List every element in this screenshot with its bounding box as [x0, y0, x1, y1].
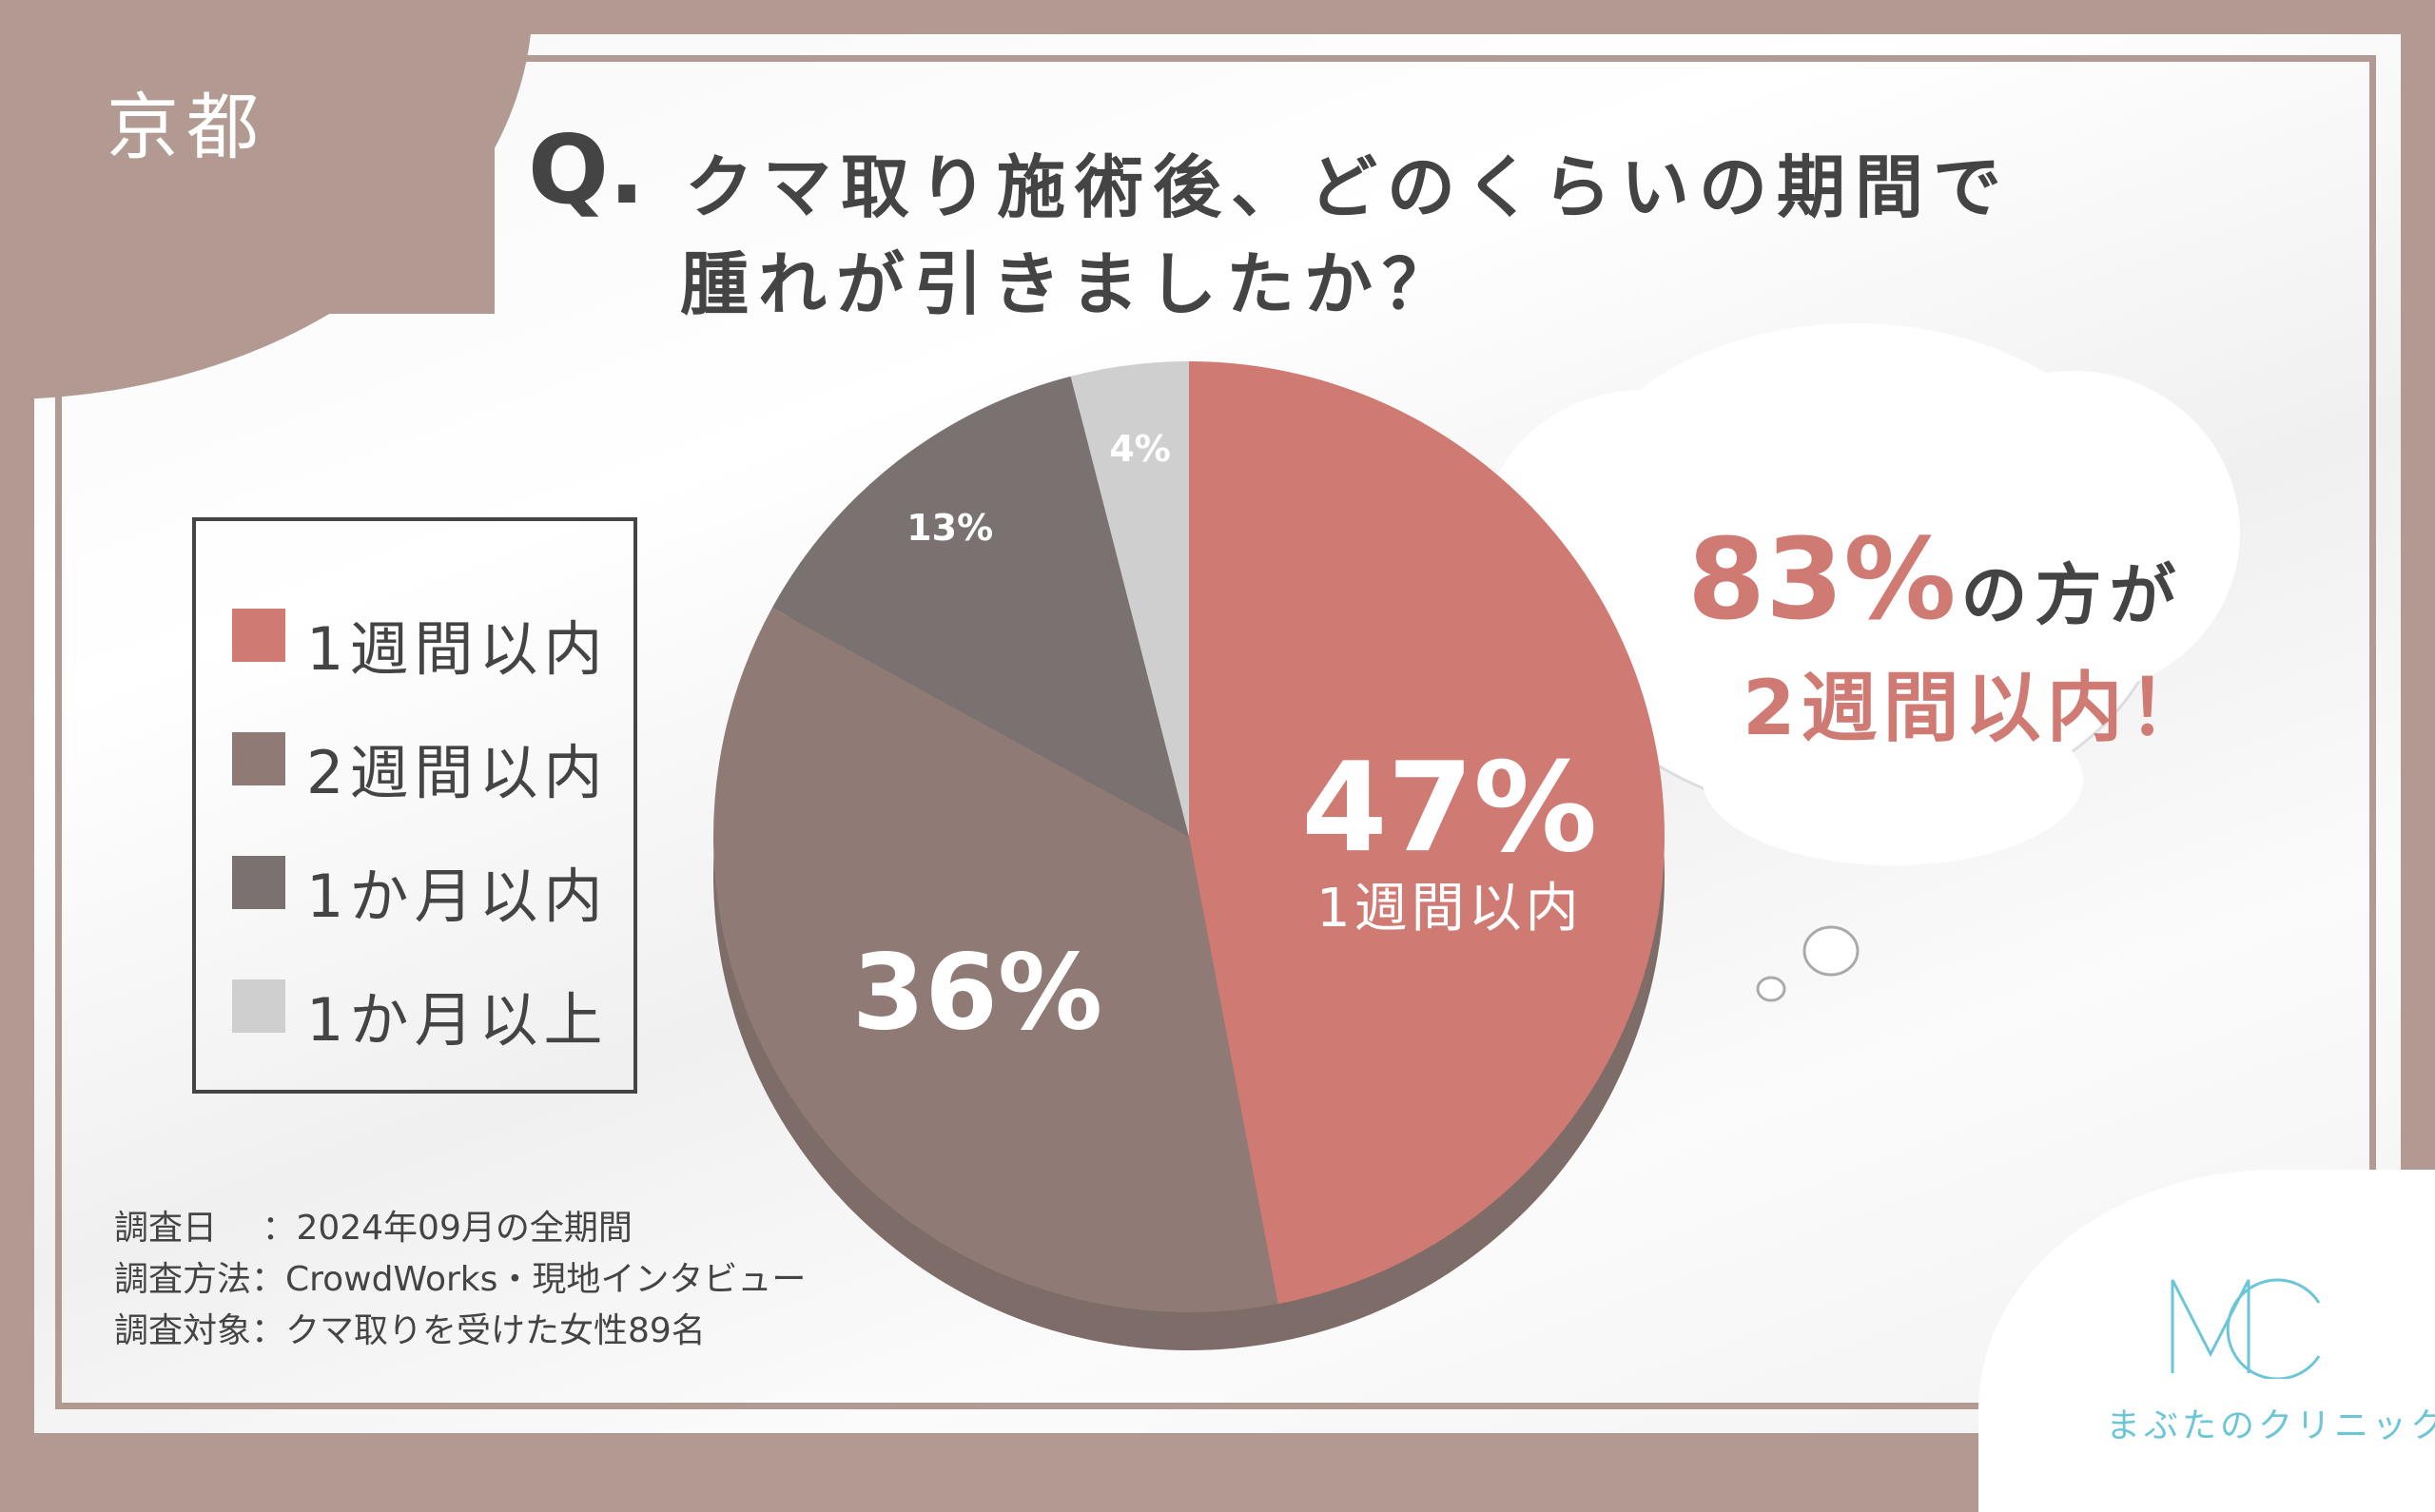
callout-text1: の方が [1960, 556, 2184, 634]
pie-data-label: 36% [852, 932, 1102, 1054]
legend-swatch [232, 979, 285, 1033]
pie-data-label: 4% [1109, 428, 1171, 470]
survey-date: 調査日 ：2024年09月の全期間 [114, 1209, 633, 1248]
pie-slice [1189, 361, 1666, 1305]
question-line-2: 腫れが引きましたか？ [680, 244, 1461, 324]
callout-value: 83% [1687, 514, 1957, 645]
pie-slice [1070, 361, 1189, 837]
pie-slice [771, 376, 1189, 837]
chart-legend: 1週間以内 2週間以内 1か月以内 1か月以上 [192, 517, 637, 1094]
pie-slices [713, 361, 1666, 1312]
callout-line-1: 83% の方が [1687, 514, 2184, 645]
legend-swatch [232, 856, 285, 909]
legend-swatch [232, 609, 285, 662]
pie-chart: 47%1週間以内 36% 13% 4% [713, 323, 2240, 1350]
survey-target: 調査対象：クマ取りを受けた女性89名 [114, 1311, 706, 1350]
city-label: 京都 [107, 85, 266, 169]
pie-data-label: 47% [1301, 735, 1597, 880]
legend-label: 1か月以内 [306, 862, 609, 931]
survey-method: 調査方法：CrowdWorks・現地インタビュー [114, 1260, 807, 1299]
question-mark-label: Q. [528, 114, 645, 225]
inner-frame [55, 55, 2376, 1409]
legend-label: 1週間以内 [306, 614, 609, 684]
legend-swatch [232, 732, 285, 785]
pie-data-label: 13% [906, 507, 993, 549]
pie-highlight-label: 1週間以内 [1316, 878, 1583, 940]
clinic-logo-mark [2171, 1278, 2321, 1379]
question-line-1: クマ取り施術後、どのくらいの期間で [685, 147, 2012, 227]
legend-label: 1か月以上 [306, 985, 609, 1055]
callout-line-2: 2週間以内！ [1743, 664, 2211, 752]
clinic-name: まぶたのクリニック [2106, 1406, 2435, 1445]
speech-bubble [1484, 323, 2240, 1002]
pie-labels: 47%1週間以内 36% 13% 4% [852, 428, 1597, 1053]
legend-label: 2週間以内 [306, 738, 609, 807]
pie-slice [713, 608, 1278, 1312]
